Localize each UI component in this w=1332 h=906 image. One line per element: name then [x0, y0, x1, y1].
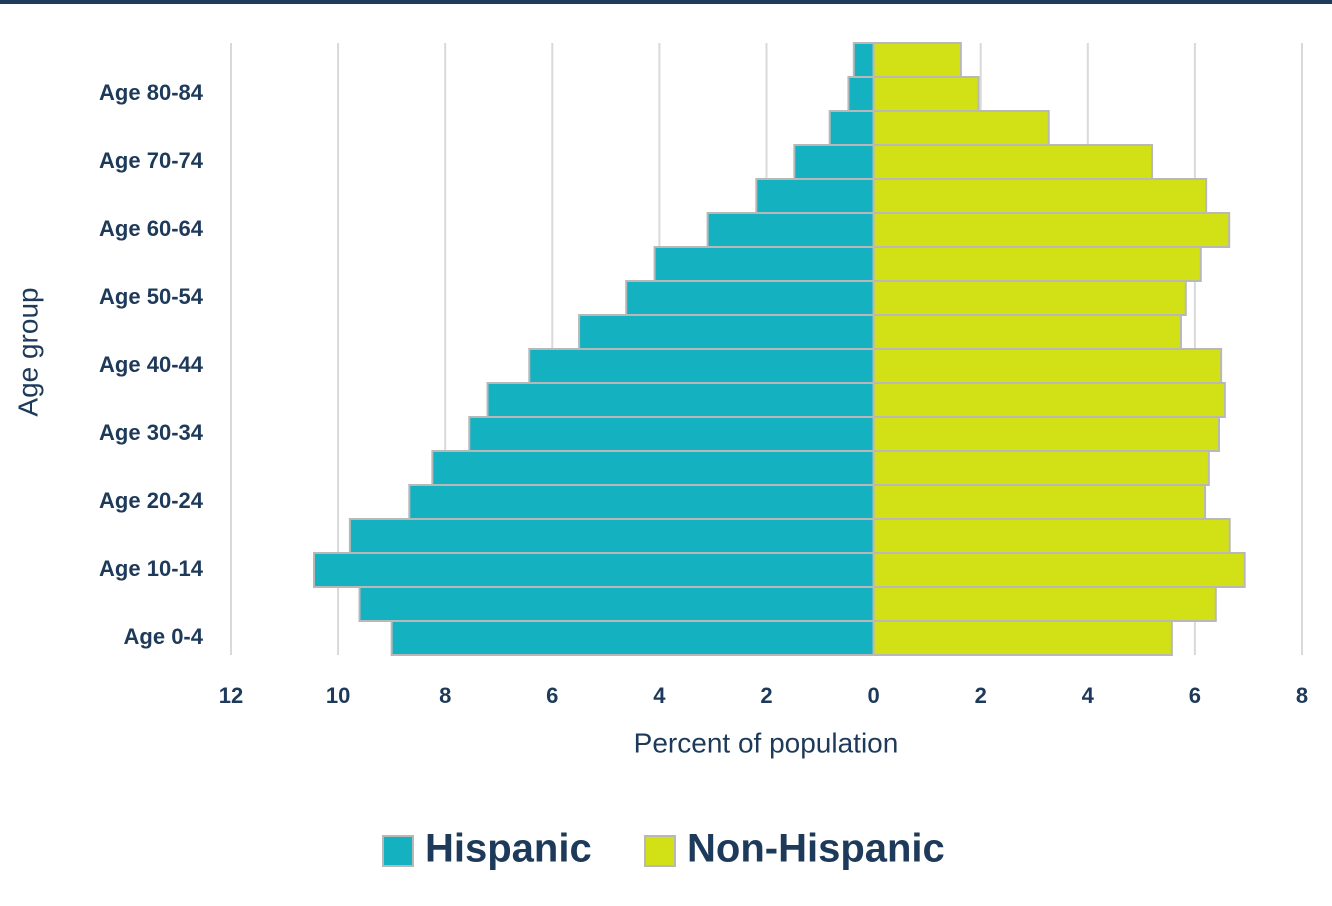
y-tick-label: Age 30-34: [99, 420, 204, 445]
bar: [872, 382, 1226, 418]
bar: [872, 518, 1231, 554]
x-tick-label: 2: [760, 683, 772, 708]
bar: [528, 348, 875, 384]
bar: [872, 42, 962, 78]
x-tick-label: 6: [546, 683, 558, 708]
bar: [872, 620, 1173, 656]
bar: [408, 484, 875, 520]
bar: [872, 144, 1154, 180]
bar: [872, 280, 1187, 316]
bar: [872, 246, 1202, 282]
y-tick-label: Age 60-64: [99, 216, 204, 241]
x-tick-label: 6: [1189, 683, 1201, 708]
bar: [348, 518, 875, 554]
bar: [872, 484, 1207, 520]
bars: [313, 42, 1246, 656]
bar: [872, 348, 1223, 384]
bar: [793, 144, 875, 180]
y-axis-title: Age group: [12, 287, 43, 416]
bar: [872, 314, 1182, 350]
bar: [625, 280, 875, 316]
x-tick-label: 4: [1082, 683, 1095, 708]
bar: [872, 110, 1050, 146]
bar: [872, 178, 1208, 214]
bar: [872, 212, 1231, 248]
bar: [431, 450, 875, 486]
y-tick-label: Age 50-54: [99, 284, 204, 309]
x-tick-label: 10: [326, 683, 350, 708]
bar: [755, 178, 875, 214]
bar: [872, 552, 1246, 588]
y-tick-label: Age 10-14: [99, 556, 204, 581]
y-tick-label: Age 0-4: [124, 624, 204, 649]
bar: [872, 76, 980, 112]
bar: [852, 42, 875, 78]
bar: [872, 416, 1220, 452]
bar: [872, 586, 1217, 622]
y-tick-label: Age 80-84: [99, 80, 204, 105]
x-tick-label: 12: [219, 683, 243, 708]
bar: [390, 620, 875, 656]
y-tick-label: Age 70-74: [99, 148, 204, 173]
bar: [358, 586, 875, 622]
bar: [578, 314, 875, 350]
x-tick-label: 4: [653, 683, 666, 708]
legend-label: Non-Hispanic: [687, 827, 945, 871]
legend-swatch: [382, 835, 414, 867]
y-tick-label: Age 40-44: [99, 352, 204, 377]
x-axis-title: Percent of population: [634, 727, 899, 758]
y-tick-label: Age 20-24: [99, 488, 204, 513]
bar: [706, 212, 875, 248]
bar: [653, 246, 875, 282]
bar: [828, 110, 875, 146]
legend-label: Hispanic: [425, 827, 592, 871]
x-tick-label: 8: [439, 683, 451, 708]
x-tick-label: 2: [975, 683, 987, 708]
bar: [313, 552, 875, 588]
legend-swatch: [644, 835, 676, 867]
top-border: [0, 0, 1332, 4]
x-tick-label: 0: [867, 683, 879, 708]
bar: [468, 416, 875, 452]
bar: [486, 382, 875, 418]
bar: [872, 450, 1210, 486]
x-tick-label: 8: [1296, 683, 1308, 708]
labels: 12 10 8 6 4 2 0 2 4 6 8 Age 0-4 Age 10-14 Age 20-24 Ag…: [99, 80, 1308, 871]
bar: [847, 76, 875, 112]
